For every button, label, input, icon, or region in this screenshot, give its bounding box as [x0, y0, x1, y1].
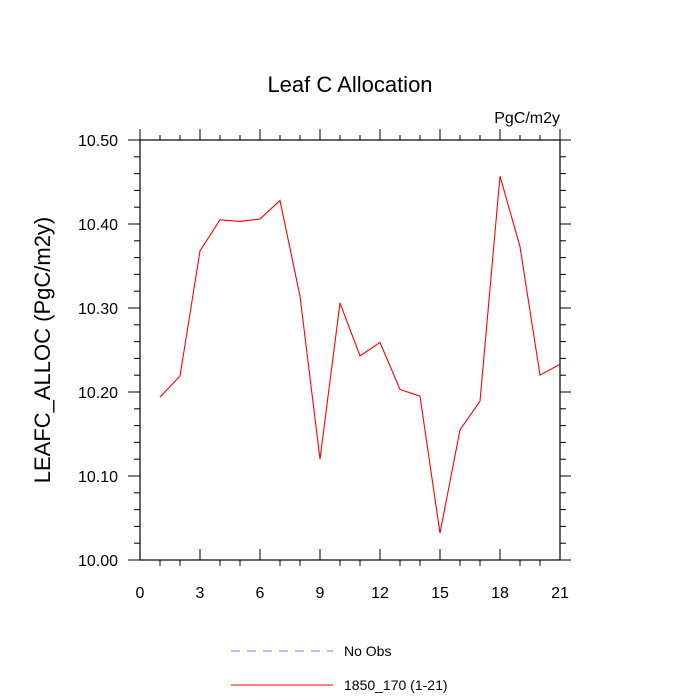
y-tick-label: 10.00: [78, 553, 118, 570]
x-tick-label: 12: [371, 585, 389, 602]
legend-label: 1850_170 (1-21): [344, 677, 448, 693]
y-tick-label: 10.20: [78, 385, 118, 402]
units-label: PgC/m2y: [494, 110, 560, 127]
y-tick-label: 10.30: [78, 301, 118, 318]
x-tick-label: 3: [196, 585, 205, 602]
x-tick-label: 0: [136, 585, 145, 602]
x-tick-label: 21: [551, 585, 569, 602]
x-tick-label: 18: [491, 585, 509, 602]
x-tick-label: 9: [316, 585, 325, 602]
series-line: [159, 175, 561, 534]
y-tick-label: 10.50: [78, 133, 118, 150]
chart-title: Leaf C Allocation: [267, 72, 432, 97]
y-tick-label: 10.40: [78, 217, 118, 234]
legend-label: No Obs: [344, 643, 391, 659]
x-tick-label: 6: [256, 585, 265, 602]
y-axis-label: LEAFC_ALLOC (PgC/m2y): [30, 217, 55, 484]
plot-frame: [139, 139, 561, 561]
y-tick-label: 10.10: [78, 469, 118, 486]
x-tick-label: 15: [431, 585, 449, 602]
